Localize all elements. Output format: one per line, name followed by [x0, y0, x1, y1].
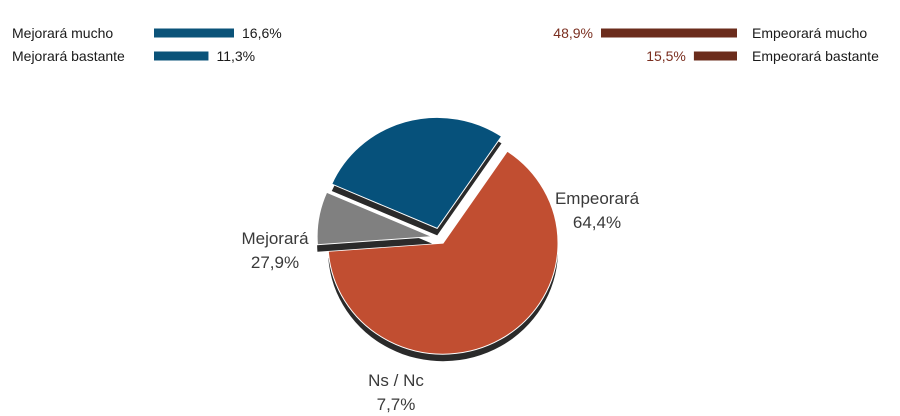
pie-value-empeorara: 64,4% [573, 213, 621, 232]
pie-slice-empeorara [327, 150, 559, 355]
pie-value-mejorara: 27,9% [251, 253, 299, 272]
bar-value-label: 11,3% [216, 48, 255, 64]
bar-value-label: 16,6% [242, 25, 282, 41]
bar-category-label: Empeorará bastante [752, 48, 879, 64]
bar-mejorara-mucho [154, 28, 234, 38]
pie-label-ns-nc: Ns / Nc [368, 371, 424, 390]
worsen-bar-chart: 48,9% Empeorará mucho 15,5% Empeorará basta… [553, 25, 879, 64]
bar-mejorara-bastante [154, 51, 209, 61]
improve-bar-chart: Mejorará mucho 16,6% Mejorará bastante 11,3… [12, 25, 282, 64]
bar-category-label: Mejorará bastante [12, 48, 125, 64]
pie-chart: Empeorará 64,4% Ns / Nc 7,7% Mejorará 27,9% [241, 116, 640, 414]
bar-value-label: 15,5% [646, 48, 686, 64]
bar-category-label: Mejorará mucho [12, 25, 113, 41]
pie-slice-mejorara [331, 116, 503, 230]
bar-empeorara-bastante [693, 51, 737, 61]
pie-value-ns-nc: 7,7% [377, 395, 416, 414]
pie-label-mejorara: Mejorará [241, 229, 309, 248]
bar-category-label: Empeorará mucho [752, 25, 867, 41]
bar-empeorara-mucho [601, 28, 737, 38]
pie-label-empeorara: Empeorará [555, 189, 640, 208]
pie-slice-ns-nc [316, 191, 433, 246]
bar-value-label: 48,9% [553, 25, 593, 41]
